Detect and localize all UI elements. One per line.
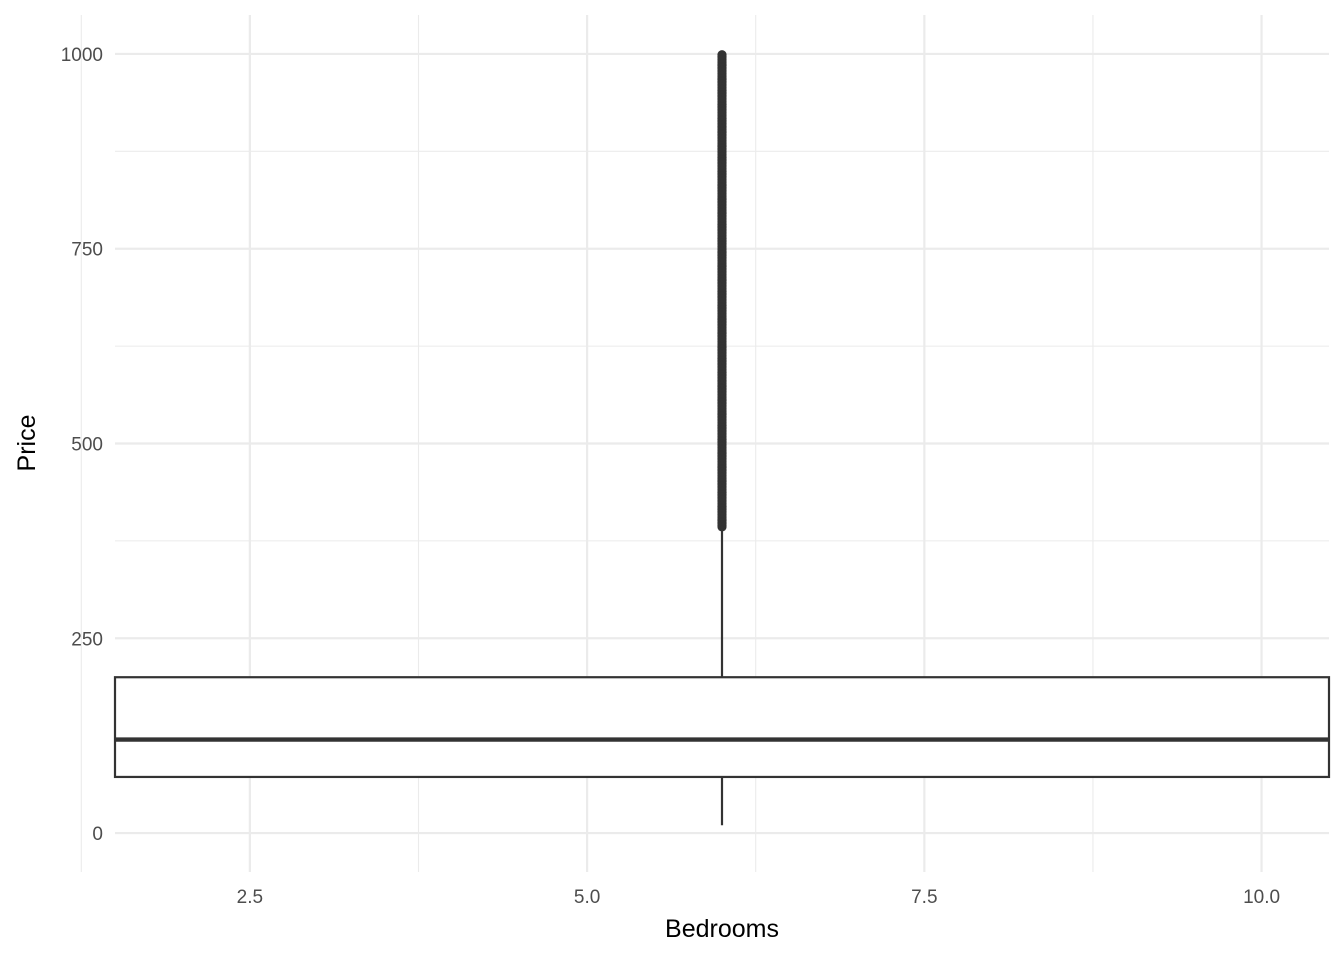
y-tick-label: 1000 bbox=[61, 45, 103, 66]
y-axis-ticks: 0 250 500 750 1000 bbox=[61, 45, 103, 845]
y-tick-label: 0 bbox=[92, 824, 103, 845]
y-tick-label: 250 bbox=[71, 629, 103, 650]
x-axis-ticks: 2.5 5.0 7.5 10.0 bbox=[237, 887, 1280, 908]
x-tick-label: 5.0 bbox=[574, 887, 600, 908]
boxplot bbox=[113, 50, 1331, 826]
x-tick-label: 10.0 bbox=[1243, 887, 1280, 908]
y-tick-label: 500 bbox=[71, 435, 103, 456]
x-tick-label: 2.5 bbox=[237, 887, 263, 908]
y-axis-title: Price bbox=[13, 415, 41, 472]
outlier-point bbox=[717, 50, 727, 60]
x-tick-label: 7.5 bbox=[911, 887, 937, 908]
box-iqr bbox=[113, 676, 1331, 779]
x-axis-title: Bedrooms bbox=[665, 915, 779, 943]
y-tick-label: 750 bbox=[71, 240, 103, 261]
